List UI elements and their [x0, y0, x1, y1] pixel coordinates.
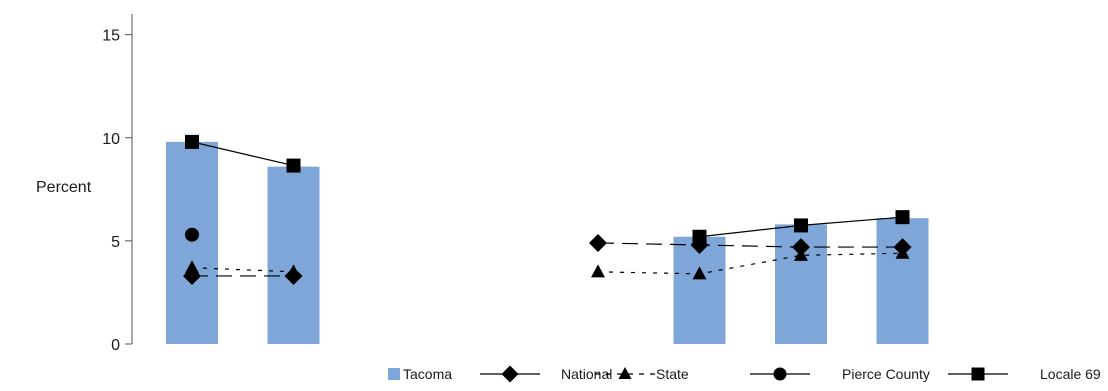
y-tick-label: 0: [111, 337, 120, 354]
point-locale-69: [286, 158, 301, 173]
bar-tacoma: [876, 218, 929, 344]
series-line-national: [597, 242, 903, 248]
bar-tacoma: [267, 166, 320, 344]
legend-swatch: [388, 368, 400, 380]
legend-label: State: [656, 366, 689, 382]
y-tick-label: 10: [102, 131, 120, 148]
axes: 0 5 10 15: [102, 14, 133, 354]
point-locale-69: [895, 210, 910, 225]
point-state: [185, 260, 199, 274]
bar-tacoma: [673, 236, 726, 344]
legend-label: Tacoma: [403, 366, 452, 382]
legend-item-national: National: [480, 365, 612, 383]
point-state: [794, 247, 808, 261]
legend-marker: [773, 367, 787, 381]
legend-item-tacoma: Tacoma: [388, 366, 452, 382]
point-locale-69: [692, 229, 707, 244]
legend-item-locale-69: Locale 69: [948, 366, 1101, 382]
point-national: [589, 233, 607, 252]
series-lines: [191, 141, 903, 277]
legend-label: National: [561, 366, 612, 382]
y-tick-label: 15: [102, 28, 120, 45]
legend: Tacoma National State Pierce County Locale 6…: [388, 365, 1101, 383]
legend-item-pierce-county: Pierce County: [750, 366, 930, 382]
point-pierce-county: [185, 227, 199, 242]
legend-marker: [971, 367, 985, 381]
legend-label: Pierce County: [842, 366, 930, 382]
point-state: [591, 264, 605, 278]
point-state: [286, 264, 301, 278]
legend-label: Locale 69: [1040, 366, 1101, 382]
y-tick-label: 5: [111, 234, 120, 251]
bar-tacoma: [166, 141, 218, 344]
point-locale-69: [794, 218, 808, 233]
y-axis-label: Percent: [36, 179, 92, 196]
series-line-locale-69: [191, 141, 294, 167]
point-national: [792, 238, 810, 257]
legend-item-state: State: [595, 366, 689, 382]
series-line-state: [597, 252, 903, 275]
point-state: [692, 266, 707, 280]
bars: [166, 141, 929, 344]
point-locale-69: [185, 134, 199, 149]
legend-marker: [501, 365, 519, 383]
series-markers: [183, 134, 912, 285]
point-state: [895, 245, 910, 259]
legend-marker: [618, 367, 632, 379]
